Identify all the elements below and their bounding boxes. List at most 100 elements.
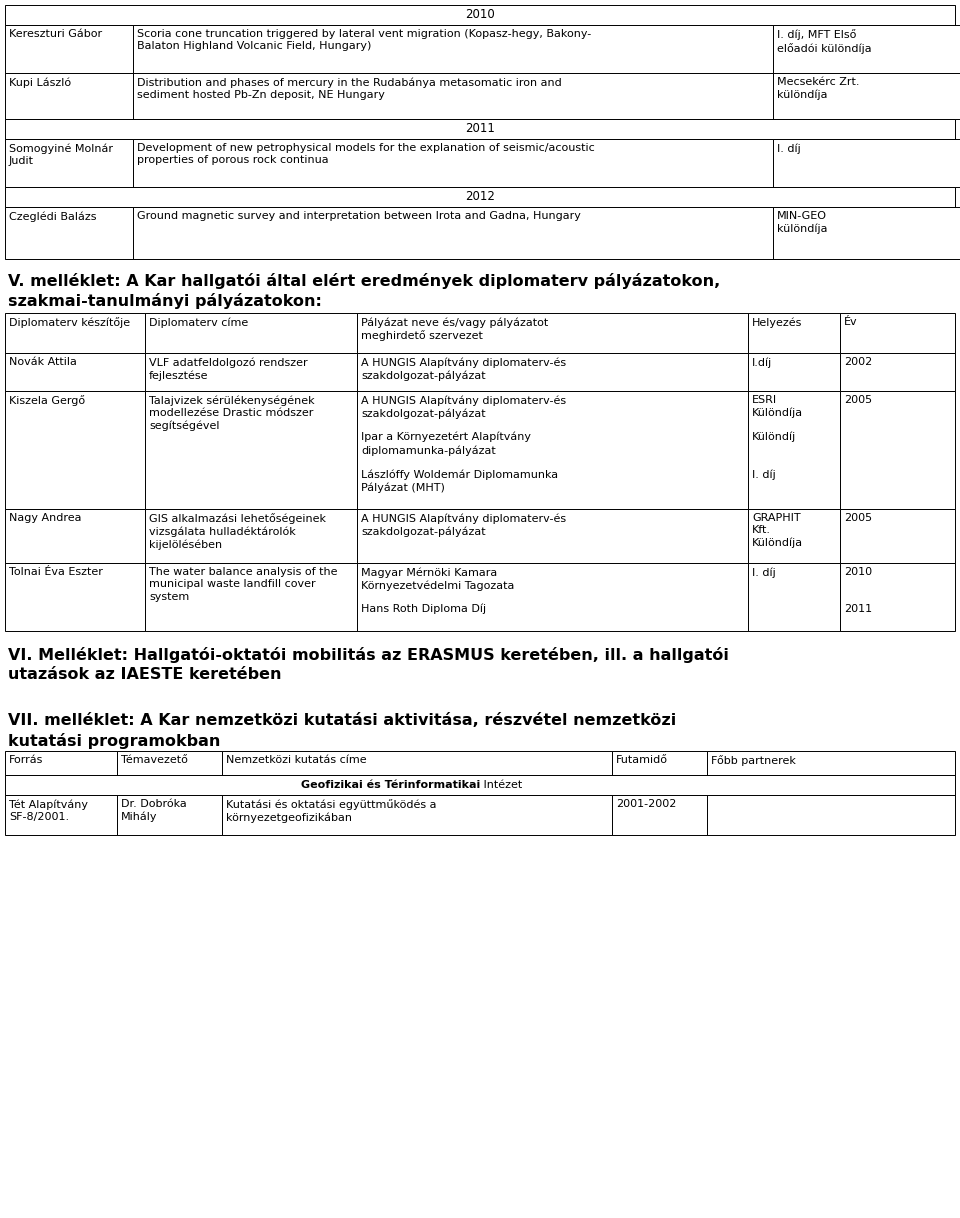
Text: szakmai-tanulmányi pályázatokon:: szakmai-tanulmányi pályázatokon: — [8, 294, 322, 309]
Text: Pályázat neve és/vagy pályázatot
meghirdető szervezet: Pályázat neve és/vagy pályázatot meghird… — [361, 317, 548, 341]
Text: 2011: 2011 — [465, 123, 495, 135]
Bar — [5, 509, 145, 563]
Text: 2005: 2005 — [844, 395, 872, 406]
Text: Nemzetközi kutatás címe: Nemzetközi kutatás címe — [226, 755, 367, 765]
Text: Témavezető: Témavezető — [121, 755, 188, 765]
Bar — [748, 313, 840, 353]
Text: Czeglédi Balázs: Czeglédi Balázs — [9, 211, 97, 222]
Bar — [5, 795, 117, 836]
Text: A HUNGIS Alapítvány diplomaterv-és
szakdolgozat-pályázat: A HUNGIS Alapítvány diplomaterv-és szakd… — [361, 395, 566, 419]
Bar — [840, 563, 955, 631]
Bar — [5, 26, 133, 73]
Bar — [5, 391, 145, 509]
Bar — [612, 795, 707, 836]
Bar — [5, 5, 955, 26]
Text: Lászlóffy Woldemár Diplomamunka
Pályázat (MHT): Lászlóffy Woldemár Diplomamunka Pályázat… — [361, 469, 558, 492]
Bar — [707, 752, 955, 775]
Bar — [5, 207, 133, 259]
Text: Dr. Dobróka
Mihály: Dr. Dobróka Mihály — [121, 799, 187, 822]
Bar — [117, 795, 222, 836]
Text: Hans Roth Diploma Díj: Hans Roth Diploma Díj — [361, 604, 486, 615]
Bar — [5, 563, 145, 631]
Text: Futamidő: Futamidő — [616, 755, 668, 765]
Text: Novák Attila: Novák Attila — [9, 357, 77, 367]
Text: Különdíj: Különdíj — [752, 432, 796, 442]
Text: GRAPHIT
Kft.
Különdíja: GRAPHIT Kft. Különdíja — [752, 513, 804, 548]
Text: Nagy Andrea: Nagy Andrea — [9, 513, 82, 523]
Bar — [145, 509, 357, 563]
Text: 2010: 2010 — [466, 9, 494, 22]
Text: 2001-2002: 2001-2002 — [616, 799, 677, 809]
Text: Talajvizek sérülékenységének
modellezése Drastic módszer
segítségével: Talajvizek sérülékenységének modellezése… — [149, 395, 315, 431]
Bar — [145, 313, 357, 353]
Text: utazások az IAESTE keretében: utazások az IAESTE keretében — [8, 667, 281, 682]
Text: kutatási programokban: kutatási programokban — [8, 733, 221, 749]
Bar — [748, 391, 840, 509]
Bar — [133, 207, 773, 259]
Text: MIN-GEO
különdíja: MIN-GEO különdíja — [777, 211, 828, 234]
Text: Tolnai Éva Eszter: Tolnai Éva Eszter — [9, 568, 103, 577]
Text: Főbb partnerek: Főbb partnerek — [711, 755, 796, 766]
Text: 2011: 2011 — [844, 604, 872, 614]
Bar — [773, 26, 960, 73]
Bar — [133, 73, 773, 119]
Text: V. melléklet: A Kar hallgatói által elért eredmények diplomaterv pályázatokon,: V. melléklet: A Kar hallgatói által elér… — [8, 273, 720, 289]
Text: Kereszturi Gábor: Kereszturi Gábor — [9, 29, 102, 39]
Text: I.díj: I.díj — [752, 357, 772, 368]
Bar — [145, 353, 357, 391]
Bar — [222, 752, 612, 775]
Text: 2002: 2002 — [844, 357, 873, 367]
Bar — [840, 313, 955, 353]
Bar — [145, 563, 357, 631]
Bar — [357, 353, 748, 391]
Bar — [840, 353, 955, 391]
Text: 2005: 2005 — [844, 513, 872, 523]
Text: Helyezés: Helyezés — [752, 317, 803, 328]
Text: VLF adatfeldolgozó rendszer
fejlesztése: VLF adatfeldolgozó rendszer fejlesztése — [149, 357, 307, 380]
Text: The water balance analysis of the
municipal waste landfill cover
system: The water balance analysis of the munici… — [149, 568, 338, 602]
Text: Geofizikai és Térinformatikai: Geofizikai és Térinformatikai — [300, 780, 480, 790]
Bar — [707, 795, 955, 836]
Bar — [748, 353, 840, 391]
Text: ESRI
Különdíja: ESRI Különdíja — [752, 395, 804, 418]
Bar — [5, 313, 145, 353]
Bar — [133, 139, 773, 188]
Text: A HUNGIS Alapítvány diplomaterv-és
szakdolgozat-pályázat: A HUNGIS Alapítvány diplomaterv-és szakd… — [361, 513, 566, 537]
Bar — [5, 119, 955, 139]
Text: 2010: 2010 — [844, 568, 872, 577]
Bar — [748, 509, 840, 563]
Text: VI. Melléklet: Hallgatói-oktatói mobilitás az ERASMUS keretében, ill. a hallgató: VI. Melléklet: Hallgatói-oktatói mobilit… — [8, 647, 729, 663]
Bar — [5, 139, 133, 188]
Bar — [748, 563, 840, 631]
Text: Somogyiné Molnár
Judit: Somogyiné Molnár Judit — [9, 143, 113, 166]
Text: GIS alkalmazási lehetőségeinek
vizsgálata hulladéktárolók
kijelölésében: GIS alkalmazási lehetőségeinek vizsgálat… — [149, 513, 326, 551]
Text: VII. melléklet: A Kar nemzetközi kutatási aktivitása, részvétel nemzetközi: VII. melléklet: A Kar nemzetközi kutatás… — [8, 713, 676, 728]
Bar — [840, 509, 955, 563]
Text: Distribution and phases of mercury in the Rudabánya metasomatic iron and
sedimen: Distribution and phases of mercury in th… — [137, 77, 562, 100]
Bar — [773, 207, 960, 259]
Text: Magyar Mérnöki Kamara
Környezetvédelmi Tagozata: Magyar Mérnöki Kamara Környezetvédelmi T… — [361, 568, 515, 591]
Text: Ipar a Környezetért Alapítvány
diplomamunka-pályázat: Ipar a Környezetért Alapítvány diplomamu… — [361, 432, 531, 456]
Bar — [773, 139, 960, 188]
Text: Scoria cone truncation triggered by lateral vent migration (Kopasz-hegy, Bakony-: Scoria cone truncation triggered by late… — [137, 29, 591, 51]
Bar — [117, 752, 222, 775]
Bar — [5, 73, 133, 119]
Text: 2012: 2012 — [465, 190, 495, 203]
Text: Diplomaterv címe: Diplomaterv címe — [149, 317, 249, 328]
Bar — [5, 752, 117, 775]
Text: A HUNGIS Alapítvány diplomaterv-és
szakdolgozat-pályázat: A HUNGIS Alapítvány diplomaterv-és szakd… — [361, 357, 566, 380]
Text: Forrás: Forrás — [9, 755, 43, 765]
Bar — [222, 795, 612, 836]
Bar — [5, 775, 955, 795]
Text: I. díj, MFT Első
előadói különdíja: I. díj, MFT Első előadói különdíja — [777, 29, 872, 54]
Text: I. díj: I. díj — [752, 469, 776, 480]
Text: Év: Év — [844, 317, 857, 326]
Bar — [612, 752, 707, 775]
Bar — [145, 391, 357, 509]
Text: I. díj: I. díj — [752, 568, 776, 577]
Bar — [357, 391, 748, 509]
Text: Intézet: Intézet — [480, 780, 522, 790]
Text: Development of new petrophysical models for the explanation of seismic/acoustic
: Development of new petrophysical models … — [137, 143, 595, 166]
Bar — [357, 563, 748, 631]
Bar — [357, 509, 748, 563]
